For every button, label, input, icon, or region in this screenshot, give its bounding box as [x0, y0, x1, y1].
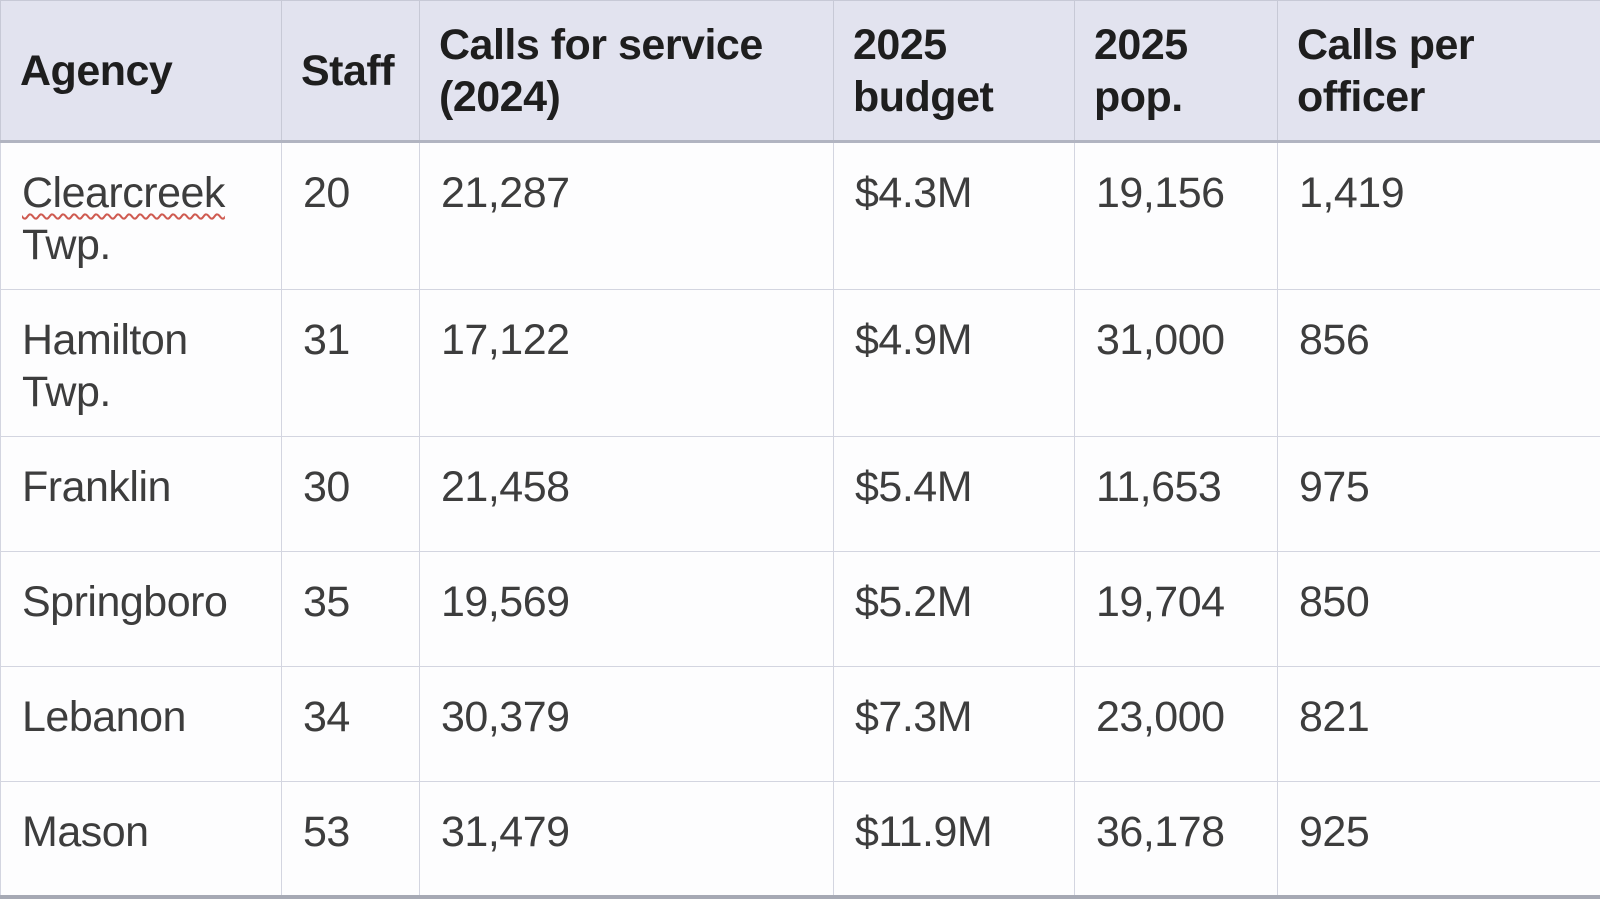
cell-budget-2025[interactable]: $11.9M — [834, 782, 1075, 897]
cell-text: Mason — [22, 808, 149, 856]
cell-staff[interactable]: 35 — [282, 552, 420, 667]
cell-text: 17,122 — [441, 316, 570, 364]
cell-text: 30,379 — [441, 693, 570, 741]
cell-pop-2025[interactable]: 31,000 — [1075, 290, 1278, 437]
cell-calls-for-service[interactable]: 21,287 — [420, 142, 834, 290]
cell-text: $7.3M — [855, 693, 972, 741]
cell-text: 31,479 — [441, 808, 570, 856]
cell-calls-per-officer[interactable]: 975 — [1278, 437, 1600, 552]
cell-agency[interactable]: Lebanon — [1, 667, 282, 782]
cell-staff[interactable]: 34 — [282, 667, 420, 782]
table-row: Franklin 30 21,458 $5.4M 11,653 975 — [1, 437, 1600, 552]
column-header-calls-for-service[interactable]: Calls for service (2024) — [420, 1, 834, 142]
cell-calls-per-officer[interactable]: 856 — [1278, 290, 1600, 437]
cell-text: 23,000 — [1096, 693, 1225, 741]
cell-calls-per-officer[interactable]: 850 — [1278, 552, 1600, 667]
cell-text: 821 — [1299, 693, 1369, 741]
cell-text: Springboro — [22, 578, 227, 626]
cell-text: 925 — [1299, 808, 1369, 856]
cell-pop-2025[interactable]: 36,178 — [1075, 782, 1278, 897]
cell-text: Twp. — [22, 221, 111, 269]
cell-calls-for-service[interactable]: 30,379 — [420, 667, 834, 782]
cell-text: $11.9M — [855, 808, 992, 856]
cell-agency[interactable]: Springboro — [1, 552, 282, 667]
cell-text: $5.2M — [855, 578, 972, 626]
cell-text: 31,000 — [1096, 316, 1225, 364]
cell-text: 21,458 — [441, 463, 570, 511]
column-header-calls-per-officer[interactable]: Calls per officer — [1278, 1, 1600, 142]
cell-text: 20 — [303, 169, 350, 217]
cell-pop-2025[interactable]: 23,000 — [1075, 667, 1278, 782]
cell-budget-2025[interactable]: $7.3M — [834, 667, 1075, 782]
cell-budget-2025[interactable]: $4.3M — [834, 142, 1075, 290]
cell-text: 31 — [303, 316, 350, 364]
cell-text: 11,653 — [1096, 463, 1221, 511]
cell-calls-for-service[interactable]: 21,458 — [420, 437, 834, 552]
cell-text: Franklin — [22, 463, 171, 511]
table-row: Mason 53 31,479 $11.9M 36,178 925 — [1, 782, 1600, 897]
cell-calls-per-officer[interactable]: 1,419 — [1278, 142, 1600, 290]
cell-budget-2025[interactable]: $4.9M — [834, 290, 1075, 437]
cell-text: 1,419 — [1299, 169, 1404, 217]
column-header-budget-2025[interactable]: 2025 budget — [834, 1, 1075, 142]
cell-text: 19,704 — [1096, 578, 1225, 626]
cell-text: Hamilton — [22, 316, 188, 364]
cell-text: 850 — [1299, 578, 1369, 626]
cell-text: 19,569 — [441, 578, 570, 626]
cell-text: 35 — [303, 578, 350, 626]
cell-staff[interactable]: 30 — [282, 437, 420, 552]
cell-calls-for-service[interactable]: 31,479 — [420, 782, 834, 897]
cell-budget-2025[interactable]: $5.4M — [834, 437, 1075, 552]
cell-text: 53 — [303, 808, 350, 856]
cell-text: 34 — [303, 693, 350, 741]
cell-text: $4.3M — [855, 169, 972, 217]
cell-staff[interactable]: 53 — [282, 782, 420, 897]
cell-agency[interactable]: Mason — [1, 782, 282, 897]
cell-calls-for-service[interactable]: 19,569 — [420, 552, 834, 667]
cell-agency[interactable]: Franklin — [1, 437, 282, 552]
cell-calls-per-officer[interactable]: 821 — [1278, 667, 1600, 782]
cell-text: 975 — [1299, 463, 1369, 511]
cell-text: Lebanon — [22, 693, 186, 741]
cell-text: $5.4M — [855, 463, 972, 511]
cell-text: 856 — [1299, 316, 1369, 364]
cell-staff[interactable]: 31 — [282, 290, 420, 437]
cell-text: 19,156 — [1096, 169, 1225, 217]
column-header-agency[interactable]: Agency — [1, 1, 282, 142]
cell-text: $4.9M — [855, 316, 972, 364]
cell-text: 21,287 — [441, 169, 570, 217]
cell-text: 36,178 — [1096, 808, 1225, 856]
cell-budget-2025[interactable]: $5.2M — [834, 552, 1075, 667]
cell-calls-for-service[interactable]: 17,122 — [420, 290, 834, 437]
column-header-pop-2025[interactable]: 2025 pop. — [1075, 1, 1278, 142]
misspelled-word: Clearcreek — [22, 169, 225, 217]
cell-pop-2025[interactable]: 19,704 — [1075, 552, 1278, 667]
cell-pop-2025[interactable]: 19,156 — [1075, 142, 1278, 290]
table-row: Springboro 35 19,569 $5.2M 19,704 850 — [1, 552, 1600, 667]
cell-text: 30 — [303, 463, 350, 511]
cell-staff[interactable]: 20 — [282, 142, 420, 290]
cell-text: Twp. — [22, 368, 111, 416]
cell-calls-per-officer[interactable]: 925 — [1278, 782, 1600, 897]
table-row: Lebanon 34 30,379 $7.3M 23,000 821 — [1, 667, 1600, 782]
cell-pop-2025[interactable]: 11,653 — [1075, 437, 1278, 552]
column-header-staff[interactable]: Staff — [282, 1, 420, 142]
